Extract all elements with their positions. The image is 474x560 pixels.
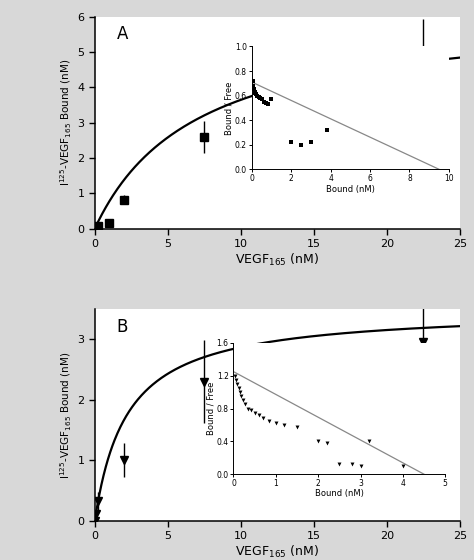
X-axis label: VEGF$_{165}$ (nM): VEGF$_{165}$ (nM) bbox=[236, 544, 319, 560]
Y-axis label: I$^{125}$-VEGF$_{165}$ Bound (nM): I$^{125}$-VEGF$_{165}$ Bound (nM) bbox=[59, 59, 74, 186]
Y-axis label: I$^{125}$-VEGF$_{165}$ Bound (nM): I$^{125}$-VEGF$_{165}$ Bound (nM) bbox=[59, 351, 74, 479]
Text: A: A bbox=[117, 25, 128, 43]
Text: B: B bbox=[117, 318, 128, 335]
X-axis label: VEGF$_{165}$ (nM): VEGF$_{165}$ (nM) bbox=[236, 252, 319, 268]
